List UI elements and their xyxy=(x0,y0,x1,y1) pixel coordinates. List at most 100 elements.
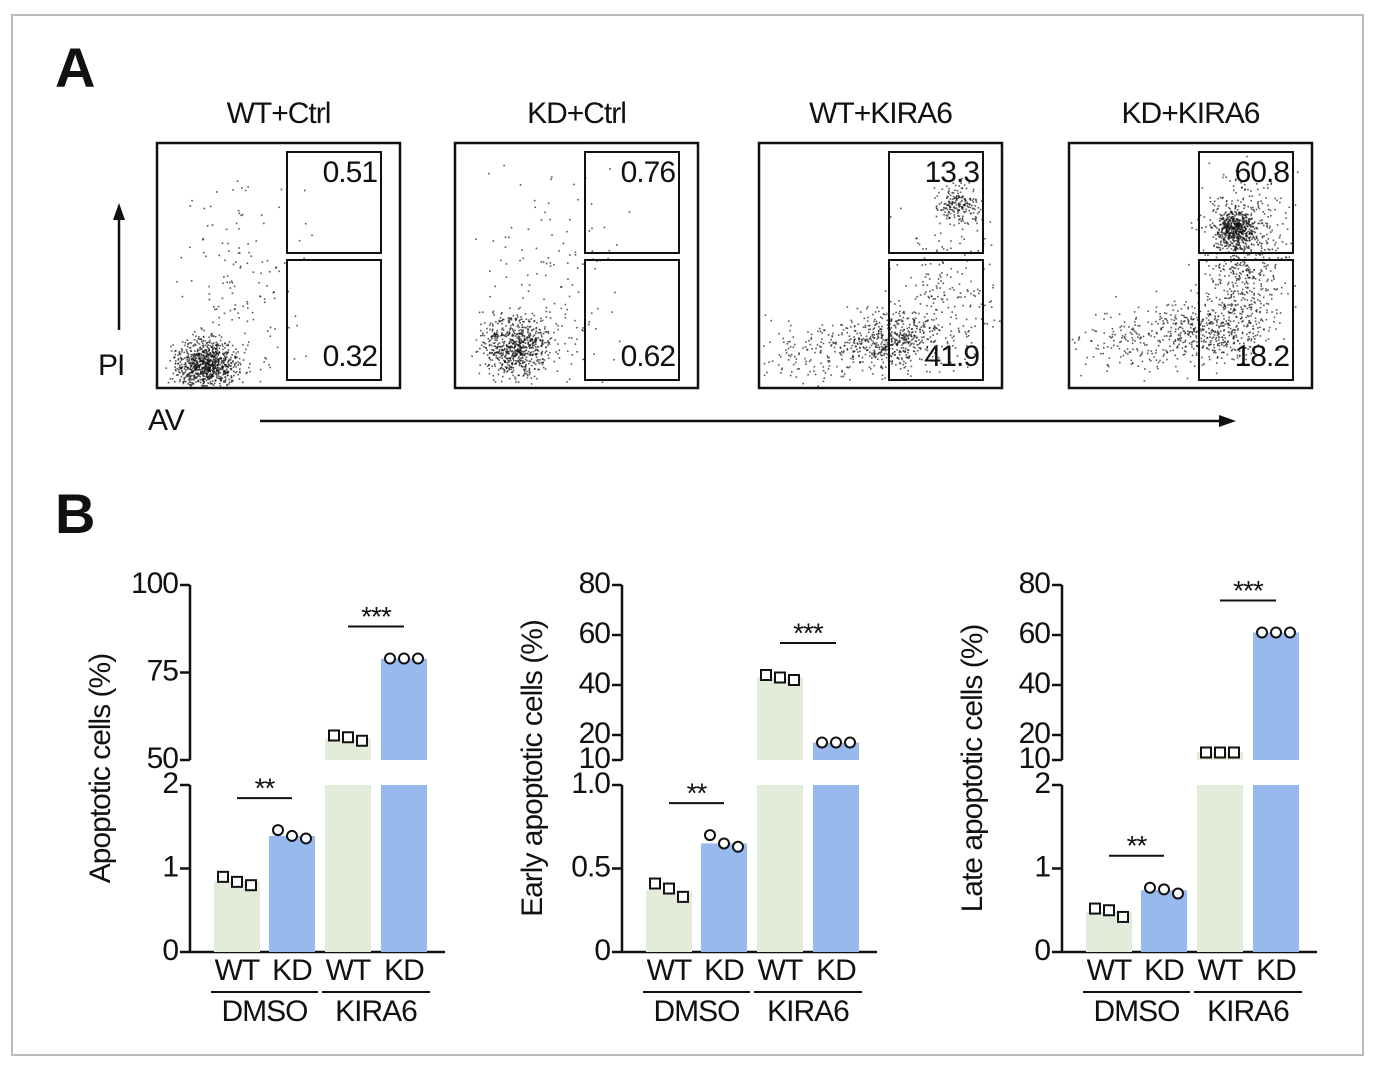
dot xyxy=(189,205,192,207)
dot xyxy=(1229,327,1232,330)
dot xyxy=(1174,316,1176,319)
dot xyxy=(965,333,968,335)
dot xyxy=(187,383,190,385)
dot xyxy=(1247,266,1250,269)
dot xyxy=(227,361,229,364)
dot xyxy=(1235,192,1237,194)
dot xyxy=(471,355,473,358)
dot xyxy=(1261,247,1263,249)
dot xyxy=(1241,270,1244,273)
dot xyxy=(1228,316,1230,319)
dot xyxy=(840,354,843,356)
dot xyxy=(908,331,911,333)
dot xyxy=(518,364,521,367)
dot xyxy=(252,318,255,321)
dot xyxy=(189,368,192,371)
dot xyxy=(1229,304,1231,306)
dot xyxy=(881,358,883,361)
dot xyxy=(1249,236,1252,238)
dot xyxy=(921,339,924,342)
dot xyxy=(1266,241,1269,244)
dot xyxy=(215,352,217,354)
dot xyxy=(789,340,791,343)
dot xyxy=(1231,254,1234,257)
dot xyxy=(228,358,231,361)
dot xyxy=(1235,233,1238,235)
dot xyxy=(502,368,504,370)
dot xyxy=(1244,229,1246,232)
dot xyxy=(923,331,925,334)
dot xyxy=(196,340,198,342)
dot xyxy=(204,367,206,370)
dot xyxy=(527,353,529,355)
dot xyxy=(577,291,580,294)
dot xyxy=(1248,228,1251,231)
dot xyxy=(1250,303,1253,306)
dot xyxy=(890,318,893,321)
dot xyxy=(209,363,212,366)
dot xyxy=(1248,304,1250,307)
dot xyxy=(1219,220,1221,222)
dot xyxy=(596,307,599,310)
dot xyxy=(545,316,548,318)
dot xyxy=(853,338,856,341)
dot xyxy=(1231,227,1234,229)
dot xyxy=(1231,312,1233,314)
dot xyxy=(508,368,511,371)
dot xyxy=(196,368,198,370)
dot xyxy=(919,329,921,331)
dot xyxy=(528,347,531,349)
dot xyxy=(907,330,910,333)
dot xyxy=(922,324,925,327)
dot xyxy=(1172,349,1174,352)
dot xyxy=(850,347,852,350)
dot xyxy=(213,382,216,385)
dot xyxy=(1140,353,1143,356)
dot xyxy=(1103,312,1106,315)
dot xyxy=(613,358,615,361)
dot xyxy=(475,339,478,341)
dot xyxy=(1190,289,1192,292)
dot xyxy=(218,382,221,385)
dot xyxy=(1238,222,1240,225)
dot xyxy=(828,356,831,359)
dot xyxy=(273,297,276,300)
dot xyxy=(595,260,598,262)
dot xyxy=(967,206,970,208)
dot xyxy=(1234,267,1237,270)
dot xyxy=(839,351,841,354)
dot xyxy=(218,372,220,374)
dot xyxy=(200,360,202,363)
dot xyxy=(1232,230,1235,232)
dot xyxy=(949,212,952,215)
dot xyxy=(215,348,218,350)
dot xyxy=(499,316,502,319)
dot xyxy=(978,211,981,213)
dot xyxy=(505,367,508,370)
dot xyxy=(1229,320,1232,323)
dot xyxy=(183,363,186,366)
dot xyxy=(1180,322,1182,324)
dot xyxy=(1219,281,1222,283)
dot xyxy=(530,351,532,354)
dot xyxy=(1236,221,1238,224)
dot xyxy=(1215,242,1217,245)
dot xyxy=(263,361,265,363)
dot xyxy=(504,335,507,337)
dot xyxy=(1210,339,1213,342)
dot xyxy=(1238,278,1240,281)
dot xyxy=(1197,319,1199,321)
dot xyxy=(1267,264,1269,266)
dot xyxy=(1234,207,1237,210)
dot xyxy=(224,364,226,366)
dot xyxy=(1266,223,1269,225)
y-tick-label: 40 xyxy=(1019,667,1051,700)
dot xyxy=(932,289,934,291)
y-axis-label: Late apoptotic cells (%) xyxy=(956,625,989,913)
dot xyxy=(1235,220,1237,223)
dot xyxy=(832,342,835,344)
significance-label: ** xyxy=(255,772,276,803)
dot xyxy=(1248,321,1250,324)
dot xyxy=(510,356,512,359)
dot xyxy=(505,333,507,335)
